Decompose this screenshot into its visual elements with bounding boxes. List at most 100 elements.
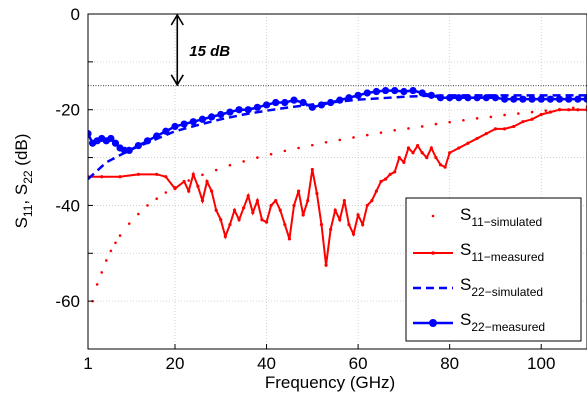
data-point	[381, 86, 390, 95]
data-point	[537, 95, 545, 103]
legend-entry: S11−measured	[413, 240, 544, 264]
data-point	[489, 115, 493, 119]
data-point	[446, 94, 454, 102]
data-point	[372, 87, 381, 96]
data-point	[297, 146, 300, 150]
data-point	[237, 218, 241, 222]
data-point	[484, 132, 488, 136]
data-point	[109, 249, 113, 253]
data-point	[462, 118, 465, 122]
data-point	[429, 146, 433, 150]
data-point	[235, 106, 243, 114]
data-point	[155, 197, 158, 201]
data-point	[406, 146, 411, 150]
data-point	[214, 208, 218, 212]
data-point	[173, 187, 177, 191]
data-point	[544, 109, 548, 112]
data-point	[242, 160, 245, 163]
data-point	[567, 108, 571, 112]
legend-swatch	[431, 214, 435, 218]
data-point	[187, 179, 191, 182]
data-point	[153, 132, 161, 140]
data-point	[301, 213, 305, 217]
data-point	[107, 134, 115, 143]
data-point	[571, 106, 575, 110]
data-point	[137, 212, 140, 216]
data-point	[336, 96, 344, 104]
data-point	[208, 113, 216, 121]
data-point	[251, 211, 255, 215]
data-point	[105, 259, 108, 262]
data-point	[576, 108, 580, 112]
data-point	[299, 98, 307, 107]
legend-marker	[431, 251, 435, 255]
data-point	[182, 179, 186, 184]
data-point	[310, 167, 314, 172]
data-point	[528, 95, 536, 103]
legend-entry: S22−measured	[413, 310, 545, 334]
data-point	[434, 122, 438, 126]
data-point	[338, 218, 342, 222]
data-point	[118, 175, 122, 179]
data-point	[548, 110, 552, 114]
data-point	[388, 172, 392, 176]
data-point	[317, 101, 326, 109]
data-point	[416, 144, 420, 148]
data-point	[411, 151, 415, 155]
x-tick-label: 20	[166, 354, 185, 373]
data-point	[228, 163, 232, 167]
data-point	[262, 101, 271, 109]
data-point	[519, 95, 527, 103]
ticks: 1 20 40 60 80 100 0 -20 -40 -60	[55, 5, 555, 373]
series-11−measured	[88, 108, 587, 267]
data-point	[281, 98, 289, 107]
annotation-arrow-head-down	[170, 74, 184, 87]
data-point	[420, 125, 424, 128]
y-title-part-unit: (dB)	[12, 134, 31, 171]
data-point	[296, 189, 301, 193]
legend: S11−simulated S11−measured S22−simulated S2…	[405, 197, 582, 342]
data-point	[583, 95, 587, 103]
data-point	[491, 94, 500, 102]
data-point	[200, 199, 205, 203]
data-point	[363, 89, 371, 97]
data-point	[201, 173, 204, 177]
legend-label: S11−measured	[460, 240, 544, 264]
x-tick-label: 40	[257, 354, 276, 373]
data-point	[574, 95, 582, 103]
legend-label: S22−simulated	[460, 275, 543, 299]
data-point	[287, 237, 292, 241]
data-point	[379, 131, 383, 134]
data-point	[164, 191, 168, 194]
legend-marker	[429, 319, 437, 327]
data-point	[171, 122, 179, 131]
data-point	[356, 213, 360, 217]
data-point	[455, 94, 463, 102]
data-point	[555, 95, 564, 103]
data-point	[409, 86, 417, 95]
x-tick-label: 60	[349, 354, 368, 373]
data-point	[425, 155, 429, 160]
x-tick-label: 80	[440, 354, 459, 373]
data-point	[283, 222, 287, 227]
data-point	[95, 283, 99, 286]
data-point	[100, 271, 104, 274]
y-title-part-s: S	[12, 217, 31, 228]
data-point	[361, 222, 365, 227]
data-point	[397, 155, 401, 160]
data-point	[274, 199, 278, 203]
data-point	[557, 108, 562, 112]
data-point	[217, 110, 225, 119]
data-point	[482, 94, 490, 102]
y-title-sub-11: 11	[21, 204, 35, 217]
data-point	[374, 189, 379, 193]
data-point	[210, 189, 214, 193]
x-tick-label: 100	[527, 354, 555, 373]
data-point	[146, 204, 149, 207]
data-point	[242, 206, 246, 210]
data-point	[546, 95, 554, 103]
legend-box	[405, 197, 582, 342]
data-point	[315, 191, 319, 196]
data-point	[379, 179, 383, 184]
